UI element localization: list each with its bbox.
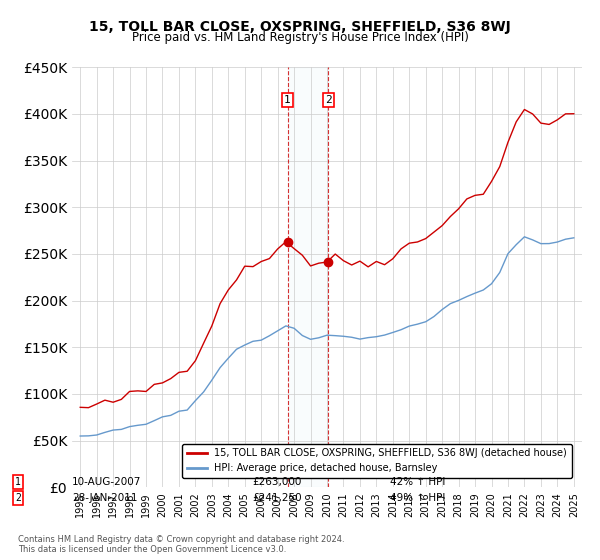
Text: 1: 1 <box>284 95 291 105</box>
Legend: 15, TOLL BAR CLOSE, OXSPRING, SHEFFIELD, S36 8WJ (detached house), HPI: Average : 15, TOLL BAR CLOSE, OXSPRING, SHEFFIELD,… <box>182 444 572 478</box>
Text: 28-JAN-2011: 28-JAN-2011 <box>72 493 137 503</box>
Text: £241,250: £241,250 <box>252 493 302 503</box>
Text: 49% ↑ HPI: 49% ↑ HPI <box>390 493 445 503</box>
Bar <box>287 67 328 487</box>
Text: 42% ↑ HPI: 42% ↑ HPI <box>390 477 445 487</box>
Text: 2: 2 <box>15 493 21 503</box>
Text: Contains HM Land Registry data © Crown copyright and database right 2024.
This d: Contains HM Land Registry data © Crown c… <box>18 535 344 554</box>
Text: 1: 1 <box>15 477 21 487</box>
Text: 10-AUG-2007: 10-AUG-2007 <box>72 477 142 487</box>
Text: £263,000: £263,000 <box>252 477 301 487</box>
Text: 15, TOLL BAR CLOSE, OXSPRING, SHEFFIELD, S36 8WJ: 15, TOLL BAR CLOSE, OXSPRING, SHEFFIELD,… <box>89 20 511 34</box>
Text: 2: 2 <box>325 95 332 105</box>
Text: Price paid vs. HM Land Registry's House Price Index (HPI): Price paid vs. HM Land Registry's House … <box>131 31 469 44</box>
